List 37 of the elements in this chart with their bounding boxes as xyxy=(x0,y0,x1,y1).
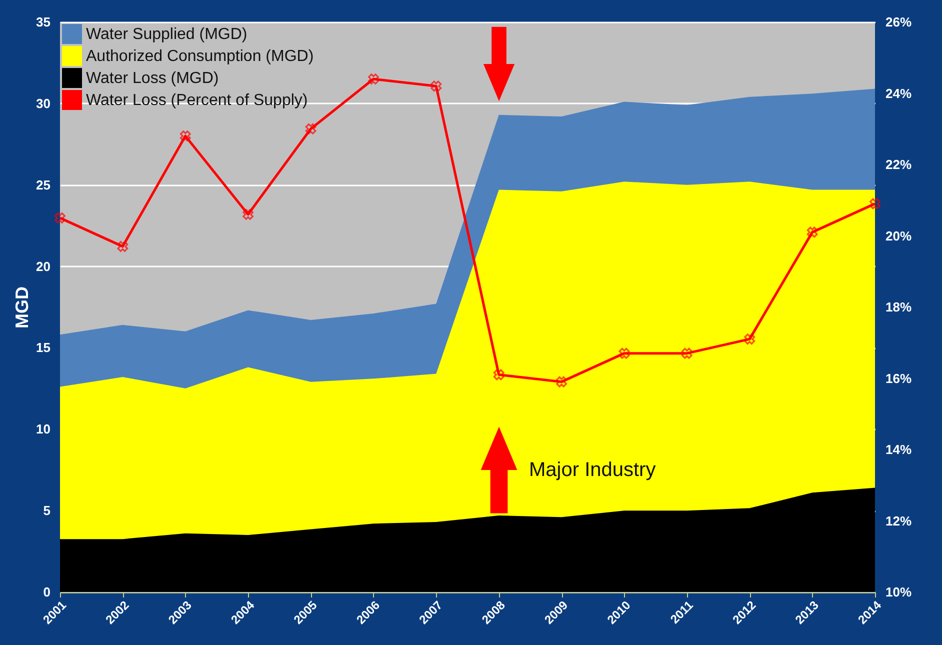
point xyxy=(368,74,379,84)
y2-tick-label: 26% xyxy=(886,14,912,30)
y-tick-label: 10 xyxy=(36,422,50,437)
y2-tick-label: 16% xyxy=(886,370,912,386)
point xyxy=(556,376,567,388)
y-tick-label: 5 xyxy=(43,503,50,518)
point xyxy=(744,334,756,345)
y-tick-label: 0 xyxy=(43,584,50,600)
point xyxy=(305,123,316,134)
point xyxy=(242,208,254,220)
y-tick-label: 20 xyxy=(36,258,50,274)
y2-tick-label: 20% xyxy=(886,228,912,244)
y2-tick-label: 10% xyxy=(886,584,912,600)
annotation: Major Industry xyxy=(529,459,656,481)
y-tick-label: 35 xyxy=(36,14,50,30)
point xyxy=(430,80,442,92)
y2-tick-label: 18% xyxy=(886,300,912,314)
point xyxy=(180,130,191,142)
point xyxy=(870,198,880,210)
y2-tick-label: 14% xyxy=(886,442,912,457)
point xyxy=(681,348,692,359)
point xyxy=(618,348,630,359)
point xyxy=(806,226,818,238)
y2-tick-label: 24% xyxy=(886,86,912,101)
y-tick-label: 15 xyxy=(36,340,50,356)
y-axis-title: MGD xyxy=(12,286,32,328)
legend-label: Water Loss (MGD) xyxy=(86,70,219,87)
legend-label: Water Supplied (MGD) xyxy=(86,26,248,43)
y-tick-label: 25 xyxy=(36,177,50,192)
y2-tick-label: 22% xyxy=(886,157,912,172)
legend-label: Authorized Consumption (MGD) xyxy=(86,48,314,65)
point xyxy=(54,212,66,224)
point xyxy=(493,369,504,380)
y2-tick-label: 12% xyxy=(886,513,912,528)
y-tick-label: 30 xyxy=(36,96,50,111)
legend-label: Water Loss (Percent of Supply) xyxy=(86,92,308,109)
point xyxy=(117,240,128,252)
